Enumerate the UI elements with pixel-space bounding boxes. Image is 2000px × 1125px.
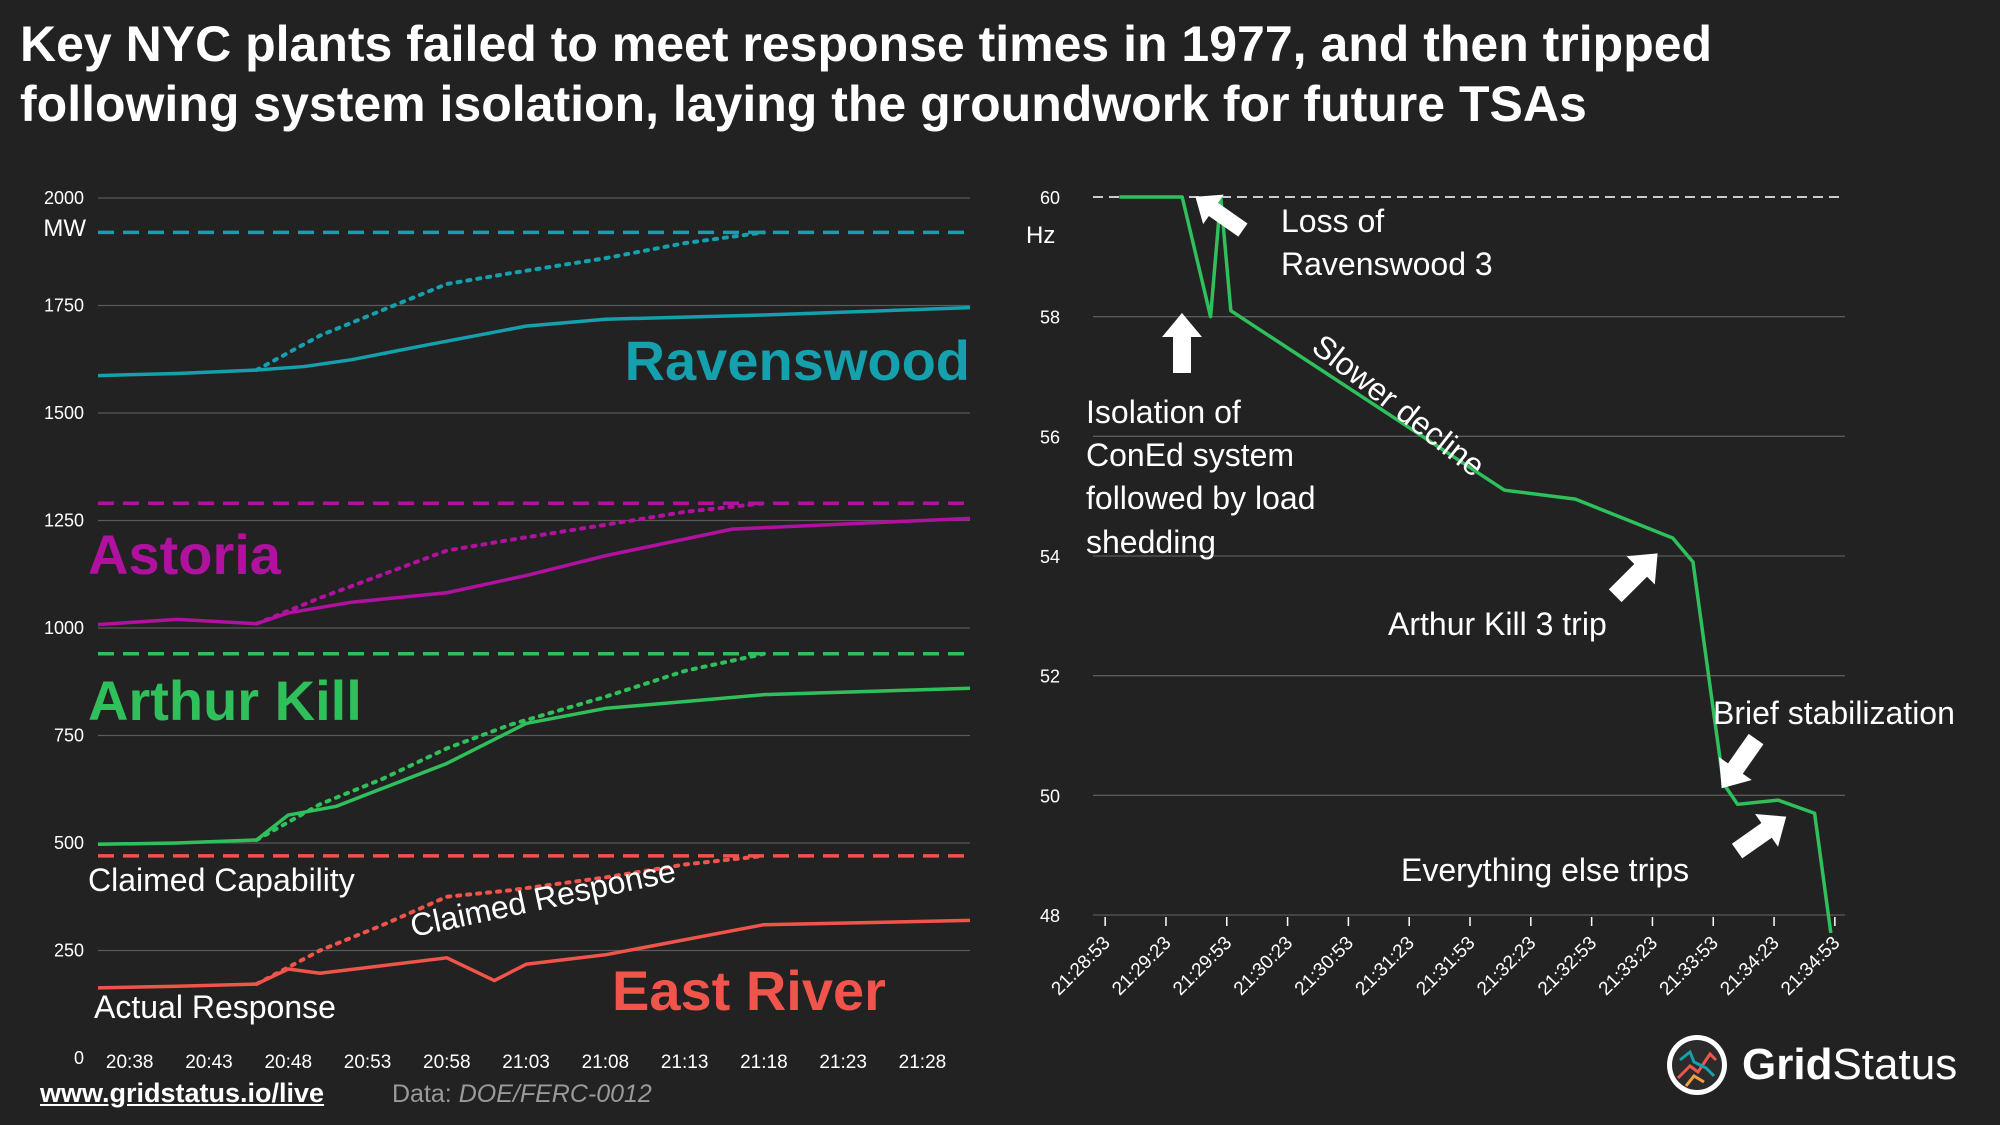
right-x-tick-label: 21:30:53	[1291, 933, 1358, 1000]
annotation-slower-decline: Slower decline	[1306, 327, 1492, 483]
left-y-tick-label: 750	[54, 726, 84, 746]
actual-response-line-arthur_kill	[97, 686, 971, 847]
right-y-tick-label: 50	[1040, 786, 1060, 806]
left-x-tick-label: 20:58	[423, 1052, 471, 1073]
left-x-tick-label: 21:08	[582, 1052, 630, 1073]
gridstatus-logo-text: GridStatus	[1742, 1040, 1957, 1090]
gridstatus-link[interactable]: www.gridstatus.io/live	[40, 1078, 325, 1108]
arrow-icon-loss-ravenswood	[1195, 194, 1248, 237]
arrow-icon-brief-stabilization	[1719, 733, 1764, 789]
annotation-isolation-4: shedding	[1086, 524, 1216, 560]
right-y-tick-label: 60	[1040, 188, 1060, 208]
annotation-actual-response: Actual Response	[94, 989, 336, 1025]
left-x-tick-labels: 20:38 20:43 20:48 20:53 20:58 21:03 21:08 21:13…	[106, 1052, 946, 1073]
right-y-tick-labels: 48 50 52 54 56 58 60	[1040, 188, 1060, 926]
left-x-tick-label: 21:23	[819, 1052, 867, 1073]
actual-response-line-east_river	[97, 918, 971, 990]
plant-series	[97, 230, 971, 990]
right-y-tick-label: 54	[1040, 547, 1060, 567]
left-gridlines	[98, 197, 970, 952]
left-x-tick-label: 20:38	[106, 1052, 154, 1073]
left-x-tick-label: 21:13	[661, 1052, 709, 1073]
right-x-tick-label: 21:33:23	[1595, 933, 1662, 1000]
arrow-icon-isolation	[1162, 313, 1202, 373]
arrow-icon-arthur-kill	[1608, 553, 1658, 603]
left-y-tick-label: 1500	[44, 403, 84, 423]
left-x-tick-label: 20:48	[264, 1052, 312, 1073]
annotation-isolation-3: followed by load	[1086, 480, 1315, 516]
claimed-response-line-ravenswood	[254, 230, 766, 372]
chart-title: Key NYC plants failed to meet response t…	[20, 14, 1990, 134]
gridstatus-logo-icon	[1667, 1035, 1727, 1095]
right-y-tick-label: 58	[1040, 308, 1060, 328]
chart-title-line-1: Key NYC plants failed to meet response t…	[20, 16, 1713, 72]
actual-response-line-ravenswood	[97, 305, 971, 378]
plant-label-east-river: East River	[612, 959, 886, 1022]
left-x-tick-label: 21:18	[740, 1052, 788, 1073]
right-y-axis-label: Hz	[1026, 222, 1055, 249]
frequency-series	[1119, 195, 1833, 934]
left-y-tick-label: 1750	[44, 296, 84, 316]
right-y-tick-label: 48	[1040, 906, 1060, 926]
annotation-isolation-1: Isolation of	[1086, 394, 1241, 430]
left-x-tick-label: 21:28	[899, 1052, 947, 1073]
chart-title-line-2: following system isolation, laying the g…	[20, 76, 1587, 132]
annotation-brief-stabilization: Brief stabilization	[1713, 695, 1955, 731]
actual-response-line-astoria	[97, 516, 971, 627]
right-x-tick-label: 21:29:23	[1108, 933, 1175, 1000]
left-y-tick-label: 1000	[44, 618, 84, 638]
data-source-name: DOE/FERC-0012	[458, 1080, 652, 1108]
right-x-tick-label: 21:33:53	[1656, 933, 1723, 1000]
claimed-response-line-east_river	[254, 853, 766, 987]
logo-text-bold: Grid	[1742, 1040, 1833, 1089]
right-x-tick-label: 21:31:23	[1352, 933, 1419, 1000]
gridstatus-logo: GridStatus	[1664, 1030, 1957, 1100]
right-y-tick-label: 52	[1040, 667, 1060, 687]
left-y-tick-label: 1250	[44, 511, 84, 531]
left-x-tick-label: 20:53	[344, 1052, 392, 1073]
left-y-axis-label: MW	[43, 215, 86, 242]
right-x-tick-label: 21:28:53	[1048, 933, 1115, 1000]
data-source: Data: DOE/FERC-0012	[392, 1080, 652, 1109]
right-x-tick-labels: 21:28:5321:29:2321:29:5321:30:2321:30:53…	[1048, 917, 1844, 1000]
right-x-tick-label: 21:31:53	[1412, 933, 1479, 1000]
annotation-loss-ravenswood-2: Ravenswood 3	[1281, 246, 1493, 282]
plant-label-ravenswood: Ravenswood	[625, 329, 970, 392]
left-y-tick-label: 250	[54, 941, 84, 961]
plant-label-astoria: Astoria	[88, 523, 282, 586]
right-x-tick-label: 21:32:53	[1534, 933, 1601, 1000]
right-y-tick-label: 56	[1040, 427, 1060, 447]
right-x-tick-label: 21:34:23	[1716, 933, 1783, 1000]
left-y-tick-label: 0	[74, 1048, 84, 1068]
annotation-claimed-capability: Claimed Capability	[88, 862, 355, 898]
frequency-line	[1119, 195, 1833, 934]
logo-text-rest: Status	[1832, 1040, 1958, 1089]
plant-label-arthur-kill: Arthur Kill	[88, 669, 362, 732]
arrow-icon-everything-else	[1731, 814, 1787, 859]
claimed-response-line-astoria	[254, 501, 766, 626]
frequency-chart: 48 50 52 54 56 58 60 Hz 21:28:5321:29:2321:29:…	[1026, 188, 1955, 1000]
annotation-arthur-kill-trip: Arthur Kill 3 trip	[1388, 606, 1607, 642]
left-y-tick-labels: 0 250 500 750 1000 1250 1500 1750 2000	[44, 188, 84, 1068]
annotation-loss-ravenswood-1: Loss of	[1281, 203, 1384, 239]
right-x-tick-label: 21:34:53	[1777, 933, 1844, 1000]
left-x-tick-label: 21:03	[502, 1052, 550, 1073]
left-y-tick-label: 2000	[44, 188, 84, 208]
right-gridlines	[1093, 196, 1845, 916]
claimed-response-line-arthur_kill	[254, 651, 766, 842]
right-x-tick-label: 21:30:23	[1230, 933, 1297, 1000]
annotation-isolation-2: ConEd system	[1086, 437, 1294, 473]
right-x-tick-label: 21:32:23	[1473, 933, 1540, 1000]
right-x-tick-label: 21:29:53	[1169, 933, 1236, 1000]
annotation-everything-else: Everything else trips	[1401, 852, 1689, 888]
left-y-tick-label: 500	[54, 833, 84, 853]
data-source-prefix: Data:	[392, 1080, 459, 1108]
left-x-tick-label: 20:43	[185, 1052, 233, 1073]
